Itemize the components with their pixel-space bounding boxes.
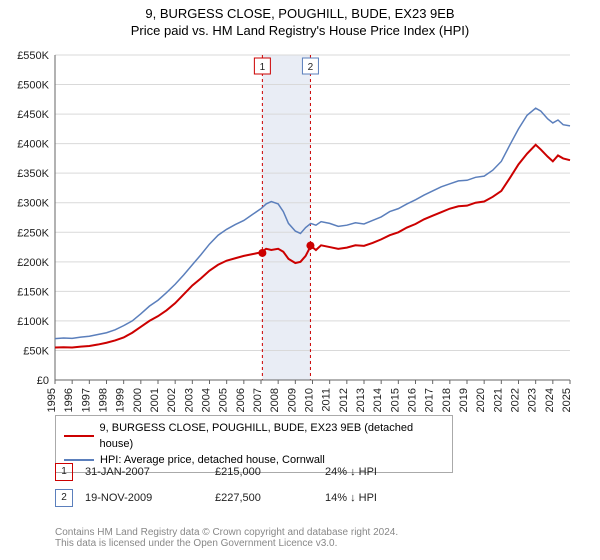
xtick-label: 2003 bbox=[183, 388, 195, 412]
xtick-label: 2000 bbox=[132, 388, 144, 412]
series-hpi bbox=[55, 108, 570, 338]
ytick-label: £50K bbox=[23, 345, 49, 357]
event-price: £227,500 bbox=[215, 492, 325, 504]
ytick-label: £550K bbox=[17, 50, 49, 62]
event-date: 19-NOV-2009 bbox=[73, 492, 215, 504]
event-date: 31-JAN-2007 bbox=[73, 466, 215, 478]
xtick-label: 2012 bbox=[338, 388, 350, 412]
marker-box-label: 1 bbox=[260, 62, 266, 73]
xtick-label: 1996 bbox=[63, 388, 75, 412]
ytick-label: £250K bbox=[17, 227, 49, 239]
marker-box-label: 2 bbox=[308, 62, 314, 73]
legend-label: 9, BURGESS CLOSE, POUGHILL, BUDE, EX23 9… bbox=[100, 420, 445, 452]
ytick-label: £100K bbox=[17, 316, 49, 328]
xtick-label: 2014 bbox=[372, 388, 384, 412]
ytick-label: £0 bbox=[37, 375, 49, 387]
xtick-label: 2005 bbox=[218, 388, 230, 412]
xtick-label: 2013 bbox=[355, 388, 367, 412]
xtick-label: 1995 bbox=[46, 388, 58, 412]
xtick-label: 2004 bbox=[201, 388, 213, 412]
event-row: 1 31-JAN-2007 £215,000 24% ↓ HPI bbox=[55, 463, 435, 481]
xtick-label: 2009 bbox=[286, 388, 298, 412]
xtick-label: 2025 bbox=[561, 388, 573, 412]
legend-swatch bbox=[64, 459, 94, 461]
event-marker-box: 1 bbox=[55, 463, 73, 481]
legend-swatch bbox=[64, 435, 94, 437]
xtick-label: 2010 bbox=[304, 388, 316, 412]
ytick-label: £150K bbox=[17, 286, 49, 298]
ytick-label: £300K bbox=[17, 198, 49, 210]
marker-dot bbox=[258, 249, 266, 257]
xtick-label: 2019 bbox=[458, 388, 470, 412]
xtick-label: 2015 bbox=[389, 388, 401, 412]
xtick-label: 1997 bbox=[80, 388, 92, 412]
xtick-label: 2018 bbox=[441, 388, 453, 412]
xtick-label: 2021 bbox=[492, 388, 504, 412]
event-delta: 24% ↓ HPI bbox=[325, 466, 435, 478]
xtick-label: 2020 bbox=[475, 388, 487, 412]
event-price: £215,000 bbox=[215, 466, 325, 478]
xtick-label: 2023 bbox=[527, 388, 539, 412]
xtick-label: 2006 bbox=[235, 388, 247, 412]
event-marker-box: 2 bbox=[55, 489, 73, 507]
event-row: 2 19-NOV-2009 £227,500 14% ↓ HPI bbox=[55, 489, 435, 507]
marker-dot bbox=[306, 242, 314, 250]
ytick-label: £450K bbox=[17, 109, 49, 121]
ogl-line2: This data is licensed under the Open Gov… bbox=[55, 538, 575, 549]
xtick-label: 2016 bbox=[407, 388, 419, 412]
price-chart: £0 £50K £100K £150K £200K £250K £300K £350K £400… bbox=[0, 0, 600, 420]
xtick-label: 1998 bbox=[98, 388, 110, 412]
ogl-line1: Contains HM Land Registry data © Crown c… bbox=[55, 527, 575, 538]
ytick-label: £200K bbox=[17, 257, 49, 269]
ytick-label: £350K bbox=[17, 168, 49, 180]
xtick-label: 1999 bbox=[115, 388, 127, 412]
xtick-label: 2024 bbox=[544, 388, 556, 412]
legend-row-property: 9, BURGESS CLOSE, POUGHILL, BUDE, EX23 9… bbox=[64, 420, 444, 452]
event-delta: 14% ↓ HPI bbox=[325, 492, 435, 504]
xtick-label: 2001 bbox=[149, 388, 161, 412]
licence-text: Contains HM Land Registry data © Crown c… bbox=[55, 527, 575, 549]
xtick-label: 2002 bbox=[166, 388, 178, 412]
ytick-label: £400K bbox=[17, 139, 49, 151]
xtick-label: 2011 bbox=[321, 388, 333, 412]
xtick-label: 2008 bbox=[269, 388, 281, 412]
xtick-label: 2022 bbox=[510, 388, 522, 412]
xtick-label: 2007 bbox=[252, 388, 264, 412]
ytick-label: £500K bbox=[17, 80, 49, 92]
xtick-label: 2017 bbox=[424, 388, 436, 412]
